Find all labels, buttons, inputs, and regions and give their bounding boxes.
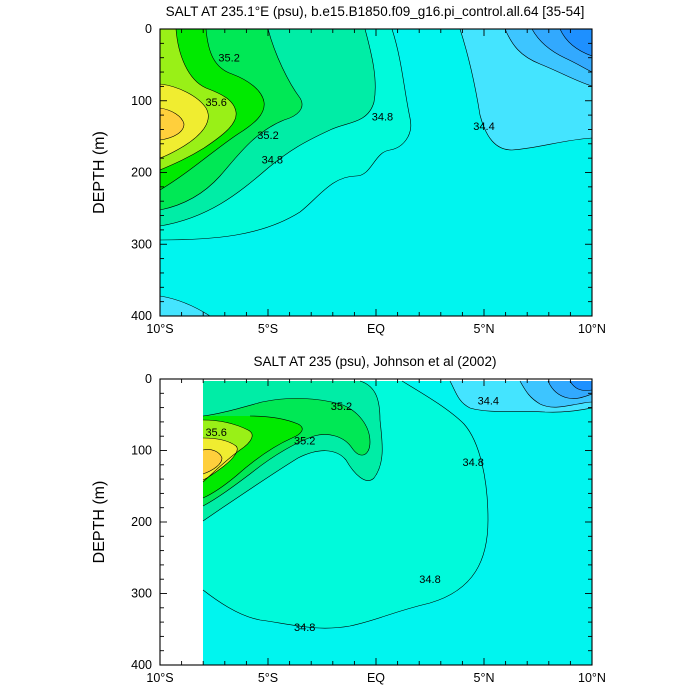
fill-band bbox=[160, 84, 209, 158]
contour-line bbox=[202, 380, 383, 522]
fill-band bbox=[570, 381, 592, 391]
x-tick-label: 5°N bbox=[474, 322, 495, 336]
panel-bottom: SALT AT 235 (psu), Johnson et al (2002) bbox=[91, 354, 606, 685]
contour-label: 34.4 bbox=[478, 395, 499, 407]
contour-fill-top bbox=[160, 29, 592, 316]
x-tick-label: 5°S bbox=[258, 671, 278, 685]
plot-frame-bottom bbox=[159, 378, 593, 666]
x-tick-label: 10°N bbox=[578, 671, 606, 685]
y-tick-label: 300 bbox=[131, 237, 152, 251]
y-tick-label: 100 bbox=[131, 94, 152, 108]
x-tick-label: 10°S bbox=[146, 322, 173, 336]
contour-line bbox=[547, 380, 592, 399]
y-tick-label: 0 bbox=[145, 22, 152, 36]
fill-band bbox=[160, 296, 210, 316]
contour-label: 34.8 bbox=[372, 112, 393, 124]
contour-line bbox=[519, 380, 592, 408]
contour-line bbox=[160, 29, 237, 171]
contour-line bbox=[160, 83, 209, 159]
contour-labels-top: 35.2 35.6 35.2 34.8 34.8 34.4 bbox=[205, 53, 494, 167]
contour-label: 35.6 bbox=[205, 427, 226, 439]
contour-line bbox=[449, 380, 592, 413]
contour-line bbox=[531, 29, 592, 73]
contour-line bbox=[160, 107, 185, 141]
contour-lines-bottom bbox=[202, 380, 592, 629]
x-tick-label: EQ bbox=[367, 671, 385, 685]
x-tick-label: 5°N bbox=[474, 671, 495, 685]
y-tick-label: 100 bbox=[131, 444, 152, 458]
x-tick-label: 10°N bbox=[578, 322, 606, 336]
y-tick-label: 400 bbox=[131, 309, 152, 323]
contour-label: 34.8 bbox=[262, 155, 283, 167]
contour-line bbox=[202, 419, 253, 483]
contour-label: 35.2 bbox=[257, 130, 278, 142]
contour-line bbox=[202, 449, 223, 475]
y-tick-label: 200 bbox=[131, 166, 152, 180]
contour-line bbox=[160, 29, 303, 211]
y-axis-label: DEPTH (m) bbox=[91, 481, 108, 564]
contour-line bbox=[504, 29, 592, 87]
contour-label: 34.4 bbox=[473, 121, 494, 133]
contour-label: 34.8 bbox=[294, 622, 315, 634]
contour-labels-bottom: 35.2 35.6 35.2 34.8 34.8 34.8 34.4 bbox=[205, 395, 499, 634]
y-tick-label: 0 bbox=[145, 372, 152, 386]
contour-line bbox=[160, 295, 211, 316]
y-tick-label: 300 bbox=[131, 587, 152, 601]
contour-line bbox=[202, 398, 371, 507]
contour-line bbox=[459, 29, 592, 151]
x-tick-label: 5°S bbox=[258, 322, 278, 336]
panel-top-title: SALT AT 235.1°E (psu), b.e15.B1850.f09_g… bbox=[166, 4, 585, 19]
contour-lines-top bbox=[160, 29, 592, 316]
fill-band bbox=[560, 29, 592, 56]
contour-label: 35.2 bbox=[331, 401, 352, 413]
y-tick-label: 200 bbox=[131, 515, 152, 529]
contour-fill-bottom bbox=[202, 380, 592, 665]
panel-bottom-title: SALT AT 235 (psu), Johnson et al (2002) bbox=[254, 354, 497, 369]
contour-line bbox=[160, 29, 265, 191]
panel-top: SALT AT 235.1°E (psu), b.e15.B1850.f09_g… bbox=[91, 4, 606, 336]
axes-bottom: 10°S 5°S EQ 5°N 10°N 0 100 200 300 400 DEPTH (m) bbox=[91, 372, 606, 685]
y-axis-label: DEPTH (m) bbox=[91, 131, 108, 214]
x-tick-label: EQ bbox=[367, 322, 385, 336]
contour-label: 35.6 bbox=[205, 97, 226, 109]
contour-label: 34.8 bbox=[419, 574, 440, 586]
contour-line bbox=[569, 380, 592, 391]
fill-band bbox=[160, 108, 184, 140]
contour-label: 34.8 bbox=[462, 457, 483, 469]
contour-label: 35.2 bbox=[294, 435, 315, 447]
contour-line bbox=[559, 29, 592, 57]
contour-line bbox=[160, 29, 376, 227]
x-tick-label: 10°S bbox=[146, 671, 173, 685]
contour-line bbox=[202, 437, 238, 481]
plot-frame-top bbox=[159, 28, 593, 317]
contour-line bbox=[160, 29, 412, 241]
axes-top: 10°S 5°S EQ 5°N 10°N 0 100 200 300 400 DEPTH (m) bbox=[91, 22, 606, 336]
fill-band bbox=[203, 449, 222, 474]
contour-label: 35.2 bbox=[218, 53, 239, 65]
contour-line bbox=[202, 380, 489, 629]
contour-line bbox=[202, 415, 303, 499]
y-tick-label: 400 bbox=[131, 658, 152, 672]
